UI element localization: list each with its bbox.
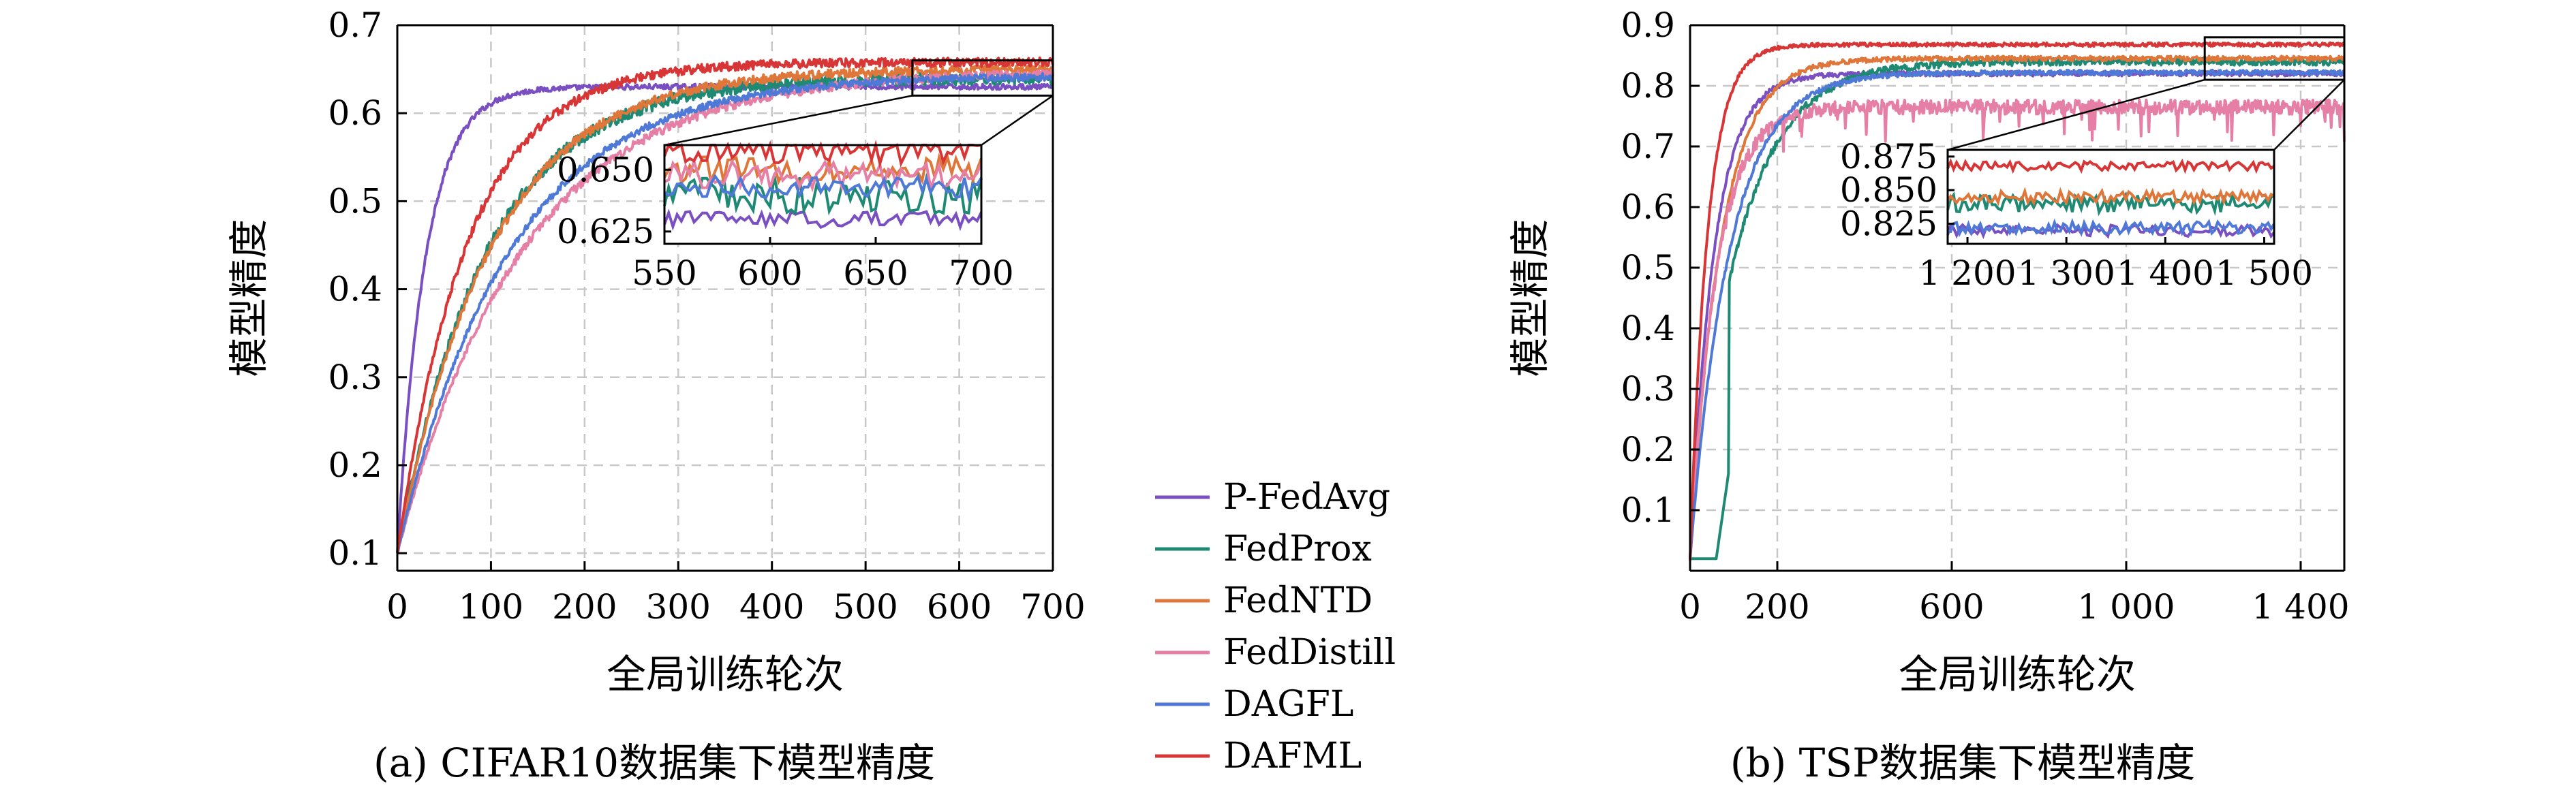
y-tick-label: 0.1 [328, 533, 382, 573]
caption-b: (b) TSP数据集下模型精度 [1730, 740, 2195, 786]
legend-label-fedprox: FedProx [1223, 529, 1372, 569]
inset-x-tick-label: 1 300 [2018, 253, 2115, 293]
series-line-fedprox [1689, 57, 2346, 561]
inset-y-tick-label: 0.625 [557, 212, 654, 251]
zoom-connector [1947, 78, 2205, 151]
x-tick-label: 700 [1020, 587, 1085, 627]
legend-label-p-fedavg: P-FedAvg [1223, 477, 1390, 518]
x-tick-label: 600 [927, 587, 992, 627]
y-tick-label: 0.4 [1621, 309, 1675, 348]
y-tick-label: 0.7 [1621, 127, 1675, 166]
x-tick-label: 1 000 [2077, 587, 2175, 627]
legend: P-FedAvg FedProx FedNTD FedDistill DAGFL DAFM… [1155, 477, 1396, 776]
x-tick-label: 300 [646, 587, 711, 627]
chart-a-cifar10: 0 100 200 300 400 500 600 700 0.1 0.2 0.3 0.4 0.5 0.6… [226, 5, 1086, 697]
x-axis-label: 全局训练轮次 [607, 651, 844, 697]
inset-x-tick-label: 550 [632, 253, 696, 293]
inset-x-tick-label: 1 400 [2117, 253, 2214, 293]
y-axis-label: 模型精度 [226, 219, 272, 377]
legend-label-dagfl: DAGFL [1223, 684, 1353, 725]
series-line-feddistill [396, 68, 1054, 554]
inset-x-tick-label: 650 [843, 253, 908, 293]
y-tick-label: 0.4 [328, 270, 382, 309]
inset-x-tick-label: 700 [949, 253, 1013, 293]
inset-series-p-fedavg [1946, 222, 2275, 240]
y-tick-label: 0.3 [328, 358, 382, 397]
inset-y-tick-label: 0.825 [1840, 204, 1937, 243]
series-line-dagfl [1689, 68, 2346, 560]
y-tick-label: 0.8 [1621, 66, 1675, 106]
inset-border [663, 144, 983, 245]
series-line-fedntd [1689, 54, 2346, 560]
y-tick-label: 0.6 [1621, 187, 1675, 227]
inset-y-tick-label: 0.850 [1840, 170, 1937, 210]
inset-x-tick-label: 600 [737, 253, 802, 293]
x-tick-label: 100 [459, 587, 523, 627]
x-tick-label: 0 [1679, 587, 1701, 627]
inset-frame [663, 144, 983, 245]
legend-label-fedntd: FedNTD [1223, 580, 1373, 621]
inset-series-dagfl [1947, 217, 2275, 238]
zoom-connector [664, 95, 913, 146]
inset-series-dagfl [663, 173, 983, 203]
zoom-region-box [2203, 36, 2346, 81]
y-tick-label: 0.2 [328, 445, 382, 485]
inset-series-fedntd [1946, 187, 2275, 206]
series-line-fedntd [396, 64, 1054, 553]
x-tick-label: 600 [1919, 587, 1984, 627]
inset-y-tick-label: 0.875 [1840, 137, 1937, 176]
series-line-dafml [396, 57, 1054, 553]
y-tick-label: 0.5 [328, 181, 382, 221]
y-tick-label: 0.1 [1621, 490, 1675, 530]
legend-label-feddistill: FedDistill [1223, 632, 1396, 673]
inset-y-tick-label: 0.650 [557, 150, 654, 189]
x-tick-label: 400 [739, 587, 804, 627]
inset-border [1946, 148, 2275, 245]
inset-series-dafml [1946, 158, 2275, 174]
zoom-region-box [911, 59, 1054, 97]
legend-label-dafml: DAFML [1223, 736, 1362, 776]
caption-a: (a) CIFAR10数据集下模型精度 [373, 740, 935, 786]
y-tick-label: 0.7 [328, 5, 382, 45]
x-tick-label: 0 [386, 587, 408, 627]
inset-x-tick-label: 1 200 [1918, 253, 2016, 293]
inset-series-dafml [663, 140, 982, 169]
y-tick-label: 0.3 [1621, 369, 1675, 409]
inset-x-tick-label: 1 500 [2215, 253, 2313, 293]
y-axis-label: 模型精度 [1507, 219, 1553, 377]
series-line-dafml [1689, 41, 2346, 560]
zoom-connector [981, 95, 1054, 146]
chart-b-tsp: 0 200 600 1 000 1 400 0.1 0.2 0.3 0.4 0.5 0.6 0.7 0.… [1507, 5, 2350, 697]
series-line-p-fedavg [1689, 69, 2346, 560]
y-tick-label: 0.9 [1621, 5, 1675, 45]
series-line-feddistill [1689, 98, 2346, 562]
inset-axes: 550 600 650 700 0.625 0.650 [557, 140, 1014, 293]
y-tick-label: 0.5 [1621, 248, 1675, 287]
series-line-dagfl [396, 72, 1054, 553]
zoom-connector [2273, 79, 2345, 151]
x-tick-label: 200 [552, 587, 617, 627]
x-tick-label: 500 [833, 587, 898, 627]
x-axis-label: 全局训练轮次 [1899, 651, 2136, 697]
inset-series-fedntd [663, 153, 983, 187]
x-tick-label: 1 400 [2252, 587, 2349, 627]
y-tick-label: 0.2 [1621, 430, 1675, 469]
x-tick-label: 200 [1745, 587, 1809, 627]
y-tick-label: 0.6 [328, 93, 382, 133]
inset-series-p-fedavg [663, 208, 983, 232]
